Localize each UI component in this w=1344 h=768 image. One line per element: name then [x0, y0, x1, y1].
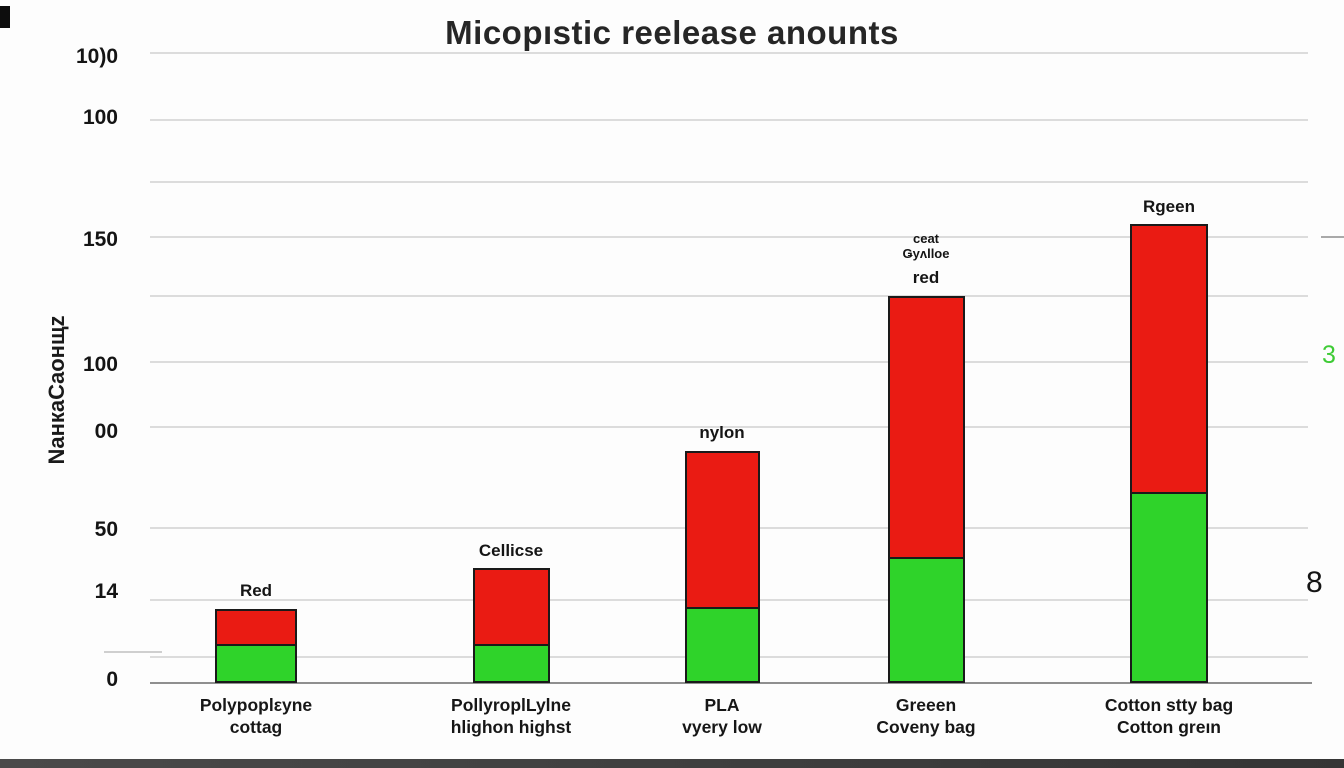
bar-label: ceat	[912, 231, 940, 247]
y-tick-label: 14	[94, 580, 118, 603]
bar-segment-red	[215, 608, 297, 646]
x-axis-line	[150, 682, 1312, 684]
gridline	[150, 361, 1308, 363]
x-label-line: Greeen	[895, 695, 957, 715]
bar-segment-red	[887, 295, 965, 559]
y-tick-label: 100	[82, 353, 118, 376]
right-edge-tick	[1321, 236, 1344, 238]
bottom-strip	[0, 759, 1344, 768]
bar-top-labels: nylon	[612, 423, 832, 443]
gridline	[150, 236, 1308, 238]
corner-mark	[0, 6, 10, 28]
bar-label: red	[912, 267, 940, 287]
bar-label: Cellicse	[478, 540, 544, 560]
y-tick-label: 50	[94, 518, 118, 541]
x-label-line: Cotton stty bag	[1104, 695, 1234, 715]
stray-tick-left	[104, 651, 162, 653]
bar-segment-red	[1130, 224, 1208, 494]
x-category-label: Cotton stty bag Cotton greın	[1039, 694, 1299, 739]
bar-segment-green	[215, 645, 297, 683]
x-label-line: Cotton greın	[1116, 717, 1221, 738]
x-category-label: PLA vyery low	[592, 694, 852, 739]
bar-label: Ǥyʌlloe	[902, 246, 950, 262]
annotation-black-8: 8	[1306, 566, 1323, 599]
y-tick-label: 0	[106, 668, 118, 691]
bar-segment-green	[472, 645, 550, 683]
x-category-label: Polypoplεyne cottag	[126, 694, 386, 739]
y-tick-label: 00	[94, 420, 118, 443]
gridline	[150, 181, 1308, 183]
gridline	[150, 426, 1308, 428]
bar-top-labels: Cellicse	[401, 541, 621, 561]
bar-label: Red	[239, 581, 273, 601]
bar-top-labels: ceat Ǥyʌlloe red	[816, 231, 1036, 287]
x-label-line: Coveny bag	[876, 717, 976, 738]
x-label-line: Polypoplεyne	[199, 695, 313, 715]
gridline	[150, 52, 1308, 54]
x-label-line: PollyroplLylne	[451, 695, 571, 715]
bar-label: Rgeen	[1143, 196, 1195, 216]
annotation-green-3: 3	[1322, 341, 1336, 369]
bar-top-labels: Rgeen	[1059, 197, 1279, 217]
bar-segment-red	[684, 450, 760, 609]
bar-segment-green	[684, 608, 760, 683]
x-label-line: hlighon highst	[450, 717, 572, 738]
x-category-label: PollyroplLylne hlighon highst	[381, 694, 641, 739]
y-tick-label: 100	[82, 106, 118, 129]
bar-label: nylon	[699, 422, 745, 442]
gridline	[150, 295, 1308, 297]
bar-segment-green	[887, 559, 965, 683]
x-label-line: cottag	[229, 717, 283, 738]
chart-title: Micopıstic reelease anounts	[445, 14, 899, 51]
x-label-line: PLA	[704, 695, 740, 715]
x-label-line: vyery low	[682, 717, 762, 738]
bar-top-labels: Red	[146, 581, 366, 601]
y-tick-label: 150	[82, 228, 118, 251]
y-tick-label: 10)0	[75, 45, 118, 68]
bar-segment-green	[1130, 493, 1208, 683]
bar-segment-red	[472, 568, 550, 646]
x-category-label: Greeen Coveny bag	[796, 694, 1056, 739]
gridline	[150, 119, 1308, 121]
